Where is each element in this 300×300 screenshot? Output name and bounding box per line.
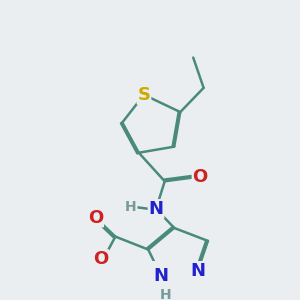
Text: O: O bbox=[193, 168, 208, 186]
Text: N: N bbox=[190, 262, 205, 280]
Text: N: N bbox=[148, 200, 164, 218]
Text: S: S bbox=[137, 86, 150, 104]
Text: O: O bbox=[93, 250, 108, 268]
Text: O: O bbox=[88, 208, 103, 226]
Text: H: H bbox=[160, 288, 171, 300]
Text: H: H bbox=[125, 200, 137, 214]
Text: N: N bbox=[154, 267, 169, 285]
